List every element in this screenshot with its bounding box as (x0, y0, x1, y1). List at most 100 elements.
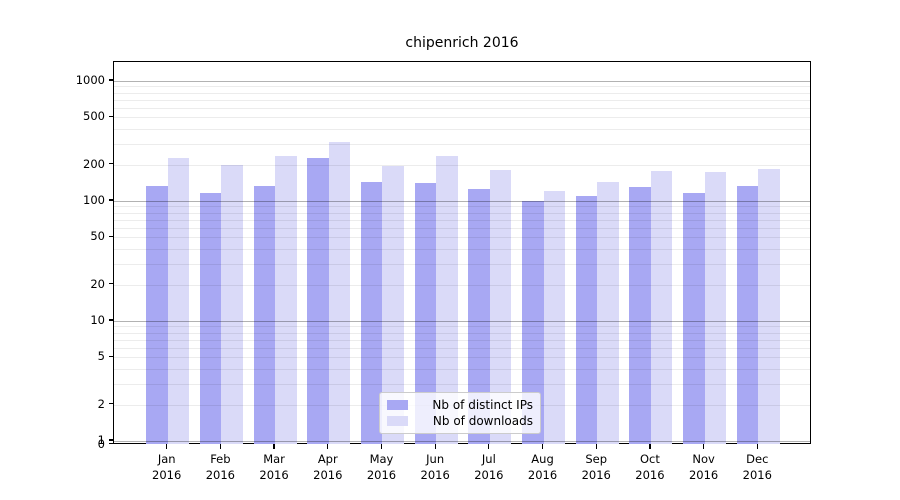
gridline-20 (114, 284, 810, 286)
y-tick-mark-20 (108, 283, 113, 285)
x-tick-label-nov: Nov 2016 (669, 451, 739, 483)
y-tick-label-100: 100 (83, 193, 105, 207)
legend-swatch-distinct-ips (387, 400, 408, 410)
x-tick-month: Aug (531, 452, 554, 466)
x-tick-mark-feb (219, 444, 221, 449)
x-tick-label-mar: Mar 2016 (239, 451, 309, 483)
x-tick-label-apr: Apr 2016 (293, 451, 363, 483)
gridline-700 (114, 99, 810, 101)
gridline-90 (114, 206, 810, 208)
gridline-80 (114, 212, 810, 214)
gridline-5 (114, 357, 810, 359)
gridline-900 (114, 86, 810, 88)
gridline-30 (114, 263, 810, 265)
y-tick-mark-10 (108, 319, 113, 321)
bar-nb-of-downloads-jun (436, 156, 458, 444)
x-tick-label-jan: Jan 2016 (132, 451, 202, 483)
x-tick-year: 2016 (635, 468, 665, 482)
x-tick-label-aug: Aug 2016 (508, 451, 578, 483)
bar-nb-of-distinct-ips-mar (253, 185, 276, 444)
y-tick-label-2: 2 (97, 396, 105, 411)
gridline-600 (114, 107, 810, 109)
bar-nb-of-downloads-jul (489, 170, 512, 444)
y-tick-label-10: 10 (90, 313, 105, 327)
x-tick-month: Apr (317, 452, 338, 466)
gridline-100 (114, 201, 810, 202)
bar-nb-of-downloads-feb (221, 165, 243, 444)
x-tick-month: Feb (210, 452, 231, 466)
legend-item-downloads: Nb of downloads (387, 414, 533, 428)
x-tick-month: Sep (585, 452, 608, 466)
x-tick-year: 2016 (581, 468, 611, 482)
gridline-6 (114, 347, 810, 349)
bar-nb-of-distinct-ips-nov (683, 192, 705, 444)
x-tick-mark-sep (595, 444, 597, 449)
chart-title: chipenrich 2016 (405, 35, 519, 51)
x-tick-year: 2016 (152, 468, 182, 482)
bar-nb-of-distinct-ips-sep (575, 196, 598, 444)
gridline-60 (114, 227, 810, 229)
gridline-500 (114, 117, 810, 119)
x-tick-month: May (369, 452, 394, 466)
y-tick-label-1: 1 (97, 433, 105, 447)
y-tick-mark-5 (108, 355, 113, 357)
legend: Nb of distinct IPs Nb of downloads (379, 392, 541, 434)
bar-nb-of-downloads-mar (275, 156, 297, 444)
y-tick-mark-0 (108, 442, 113, 445)
bar-nb-of-distinct-ips-dec (736, 185, 759, 444)
gridline-300 (114, 143, 810, 145)
x-tick-year: 2016 (474, 468, 504, 482)
x-tick-label-sep: Sep 2016 (561, 451, 631, 483)
y-tick-mark-1 (108, 439, 113, 441)
x-tick-month: Oct (639, 452, 660, 466)
x-tick-label-dec: Dec 2016 (722, 451, 792, 483)
gridline-800 (114, 92, 810, 94)
y-tick-mark-1000 (108, 79, 113, 81)
x-tick-mark-jan (166, 444, 168, 449)
x-tick-label-jun: Jun 2016 (400, 451, 470, 483)
x-tick-mark-jul (488, 444, 490, 449)
x-tick-label-oct: Oct 2016 (615, 451, 685, 483)
legend-swatch-downloads (387, 416, 408, 426)
gridline-8 (114, 332, 810, 334)
plot-area (113, 61, 811, 444)
gridline-70 (114, 219, 810, 221)
y-tick-label-20: 20 (90, 276, 105, 291)
bar-nb-of-downloads-jan (167, 157, 190, 444)
x-tick-year: 2016 (742, 468, 772, 482)
x-tick-mark-mar (273, 444, 275, 449)
gridline-10 (114, 321, 810, 322)
x-tick-mark-dec (756, 444, 758, 449)
x-tick-mark-aug (541, 444, 544, 449)
gridline-40 (114, 248, 810, 250)
bar-nb-of-downloads-aug (543, 191, 566, 444)
x-tick-month: Mar (263, 452, 285, 466)
bar-nb-of-downloads-dec (758, 168, 780, 444)
gridline-50 (114, 237, 810, 239)
x-tick-label-may: May 2016 (346, 451, 416, 483)
x-tick-mark-jun (434, 444, 436, 449)
gridline-9 (114, 326, 810, 328)
legend-label-distinct-ips: Nb of distinct IPs (432, 398, 533, 412)
x-tick-mark-may (380, 444, 383, 449)
bar-nb-of-downloads-sep (597, 181, 619, 444)
x-tick-mark-nov (703, 444, 705, 449)
x-tick-year: 2016 (313, 468, 343, 482)
x-tick-label-feb: Feb 2016 (185, 451, 255, 483)
x-tick-label-jul: Jul 2016 (454, 451, 524, 483)
x-tick-month: Nov (692, 452, 715, 466)
legend-item-distinct-ips: Nb of distinct IPs (387, 398, 533, 412)
bar-nb-of-downloads-may (382, 165, 404, 444)
y-tick-label-200: 200 (83, 156, 105, 171)
x-tick-year: 2016 (205, 468, 236, 482)
bar-nb-of-distinct-ips-jun (414, 183, 437, 444)
y-tick-label-500: 500 (83, 109, 105, 124)
bar-nb-of-distinct-ips-oct (629, 186, 651, 444)
x-tick-month: Jun (426, 452, 445, 466)
bar-nb-of-distinct-ips-apr (307, 157, 329, 444)
bar-nb-of-distinct-ips-jan (146, 185, 168, 444)
x-tick-year: 2016 (366, 468, 397, 482)
legend-label-downloads: Nb of downloads (432, 414, 533, 428)
y-tick-mark-50 (108, 235, 113, 237)
